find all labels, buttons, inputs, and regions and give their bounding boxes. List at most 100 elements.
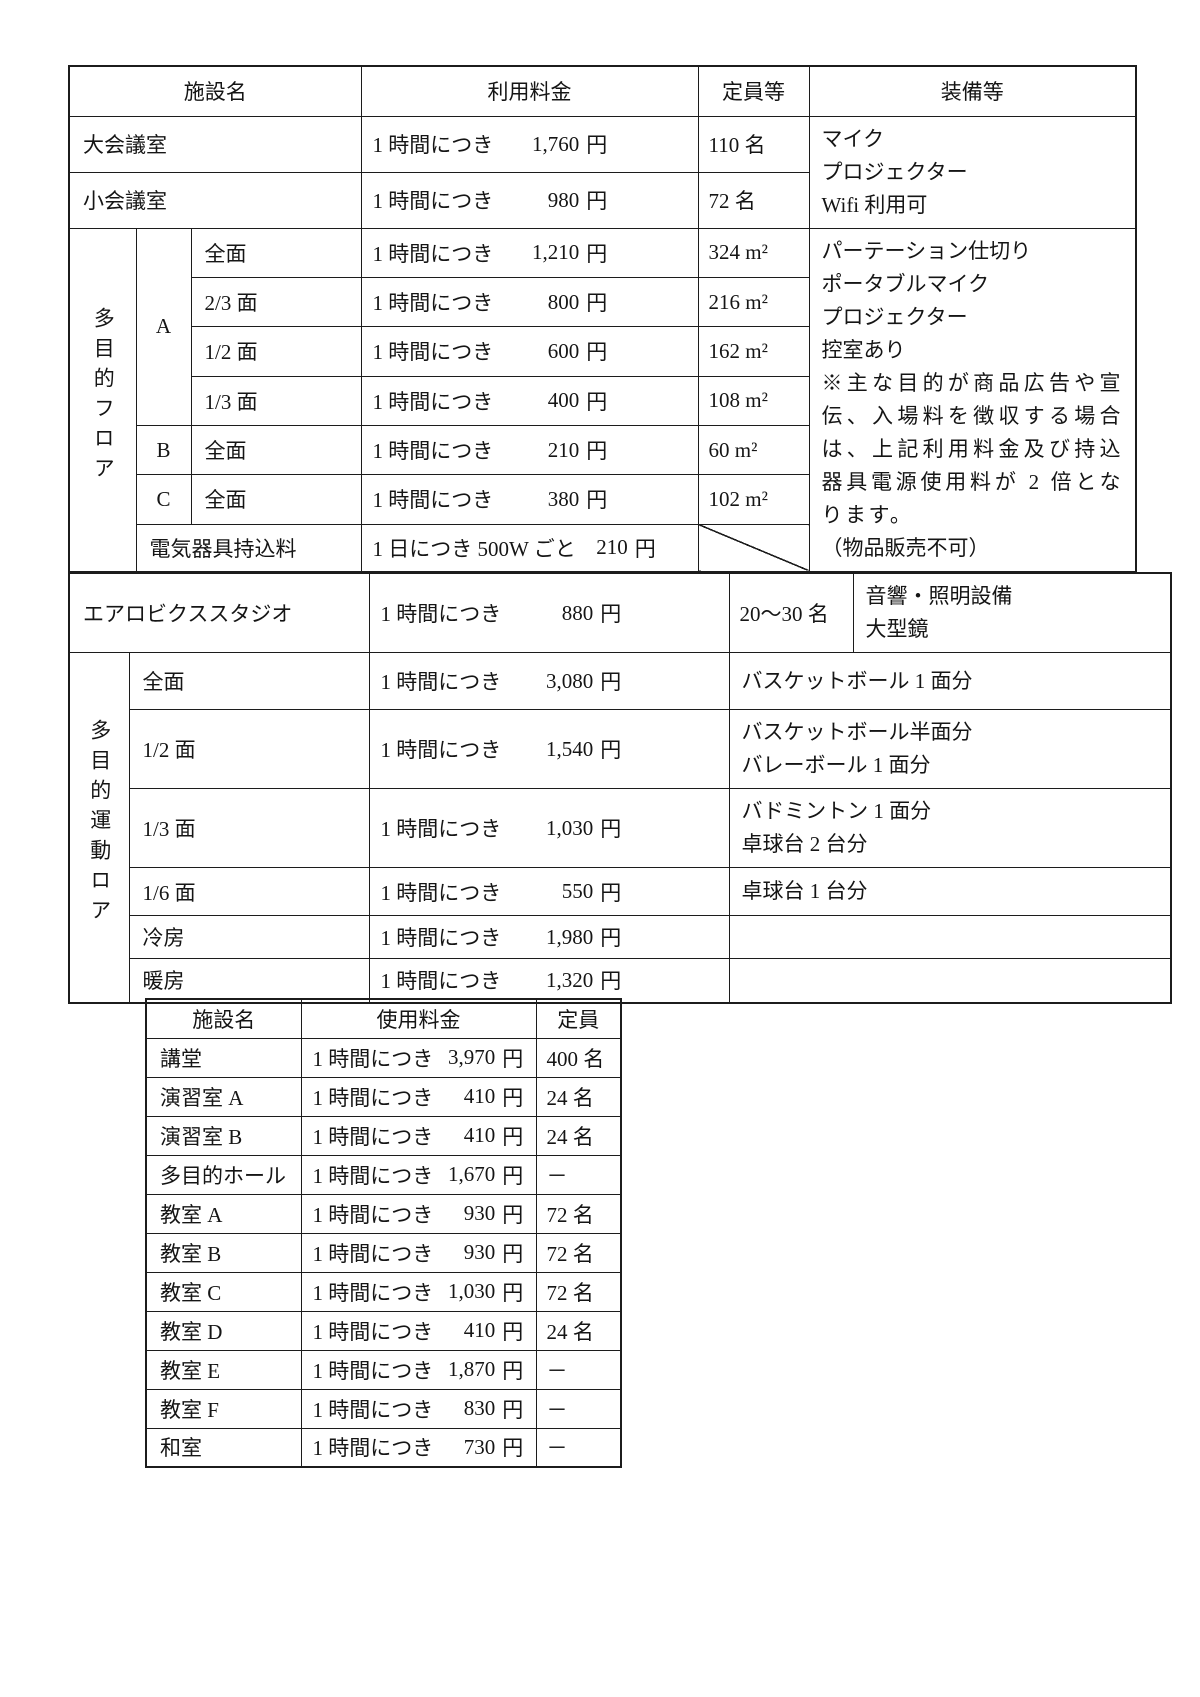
fee-unit: 円	[586, 488, 608, 513]
usage-note-cell	[728, 958, 1172, 1003]
fee-frequency-label: 1 時間につき	[372, 189, 494, 213]
fee-frequency-label: 1 時間につき	[372, 340, 494, 365]
fee-amount: 880	[561, 600, 594, 625]
fee-amount: 1,670	[448, 1162, 496, 1186]
floor-group-label: 多目的フロア	[91, 306, 116, 487]
equipment-cell: パーテーション仕切り ポータブルマイク プロジェクター 控室あり ※主な目的が商…	[808, 227, 1137, 572]
table-row: 1/3 面 1 時間につき 400 円 108 m²	[69, 375, 1136, 426]
fee-frequency-label: 1 時間につき	[380, 738, 502, 762]
fee-frequency-label: 1 時間につき	[372, 133, 494, 157]
equipment-line: プロジェクター	[821, 159, 968, 184]
facility-name-cell: 教室 B	[145, 1232, 302, 1273]
usage-note-line: 卓球台 1 台分	[741, 879, 868, 903]
fee-frequency-label: 1 時間につき	[312, 1163, 434, 1188]
fee-amount: 410	[463, 1318, 496, 1342]
fee-frequency-label: 1 時間につき	[312, 1436, 434, 1461]
facility-fee-table-classrooms: 施設名 使用料金 定員 講堂 1 時間につき 3,970 円 400 名 演習室…	[145, 998, 622, 1468]
usage-note-line: バスケットボール半面分	[741, 720, 973, 744]
capacity-cell: 108 m²	[697, 375, 810, 426]
fee-amount: 930	[463, 1201, 496, 1225]
equipment-line: Wifi 利用可	[821, 192, 928, 217]
facility-name-cell: 教室 E	[145, 1349, 302, 1390]
capacity-cell: －	[535, 1427, 622, 1468]
fee-amount: 410	[463, 1084, 496, 1108]
equipment-line: プロジェクター	[821, 304, 968, 329]
fee-cell: 1 時間につき 410 円	[300, 1115, 537, 1156]
table-row: 演習室 A 1 時間につき 410 円 24 名	[145, 1076, 622, 1117]
table-row: 2/3 面 1 時間につき 800 円 216 m²	[69, 276, 1136, 328]
capacity-cell: 24 名	[535, 1076, 622, 1117]
fee-amount: 830	[463, 1396, 496, 1420]
usage-note-cell: 卓球台 1 台分	[728, 867, 1172, 916]
fee-frequency-label: 1 時間につき	[372, 241, 494, 266]
facility-name-cell: 演習室 B	[145, 1115, 302, 1156]
fee-cell: 1 時間につき 600 円	[360, 326, 699, 377]
fee-cell: 1 時間につき 3,080 円	[368, 652, 730, 710]
capacity-cell: 102 m²	[697, 474, 810, 525]
capacity-cell: 72 名	[535, 1232, 622, 1273]
table-header-row: 施設名 使用料金 定員	[145, 998, 622, 1039]
capacity-cell: 216 m²	[697, 276, 810, 328]
fee-unit: 円	[600, 880, 622, 905]
fee-amount: 930	[463, 1240, 496, 1264]
fee-frequency-label: 1 時間につき	[380, 880, 502, 905]
fee-frequency-label: 1 時間につき	[372, 389, 494, 414]
table-row: エアロビクススタジオ 1 時間につき 880 円 20〜30 名 音響・照明設備…	[68, 572, 1172, 653]
area-cell: 冷房	[128, 915, 370, 959]
capacity-cell: 72 名	[535, 1193, 622, 1234]
capacity-cell: －	[535, 1388, 622, 1429]
fee-cell: 1 時間につき 400 円	[360, 375, 699, 426]
header-capacity: 定員	[535, 998, 622, 1039]
table-row: 多目的ホール 1 時間につき 1,670 円 －	[145, 1154, 622, 1195]
table-row: 多目的運動ロア 全面 1 時間につき 3,080 円 バスケットボール 1 面分	[68, 652, 1172, 1003]
fee-unit: 円	[600, 670, 622, 694]
fee-unit: 円	[600, 738, 622, 762]
facility-name-cell: 講堂	[145, 1037, 302, 1078]
table-row: 教室 C 1 時間につき 1,030 円 72 名	[145, 1271, 622, 1312]
usage-note-cell: バスケットボール半面分 バレーボール 1 面分	[728, 709, 1172, 789]
fee-frequency-label: 1 時間につき	[380, 926, 502, 950]
header-fee: 利用料金	[360, 65, 699, 117]
equipment-line: パーテーション仕切り	[821, 238, 1032, 263]
table-row: 教室 D 1 時間につき 410 円 24 名	[145, 1310, 622, 1351]
table-row: 1/3 面 1 時間につき 1,030 円 バドミントン 1 面分 卓球台 2 …	[69, 788, 1172, 868]
fee-cell: 1 時間につき 1,320 円	[368, 958, 730, 1003]
fee-unit: 円	[502, 1436, 524, 1461]
fee-cell: 1 時間につき 410 円	[300, 1076, 537, 1117]
capacity-cell: 110 名	[697, 115, 810, 173]
fee-amount: 210	[596, 535, 628, 560]
fee-cell: 1 時間につき 410 円	[300, 1310, 537, 1351]
capacity-cell: 60 m²	[697, 424, 810, 476]
table-row: C 全面 1 時間につき 380 円 102 m²	[69, 474, 1136, 525]
table-row: 教室 E 1 時間につき 1,870 円 －	[145, 1349, 622, 1390]
fee-amount: 1,210	[532, 240, 580, 265]
facility-name-cell: 教室 C	[145, 1271, 302, 1312]
fee-cell: 1 時間につき 1,870 円	[300, 1349, 537, 1390]
fee-amount: 1,870	[448, 1357, 496, 1381]
area-cell: 1/3 面	[190, 375, 362, 426]
fee-amount: 3,970	[448, 1045, 496, 1069]
fee-amount: 980	[547, 187, 580, 212]
fee-cell: 1 時間につき 1,030 円	[300, 1271, 537, 1312]
fee-frequency-label: 1 時間につき	[312, 1046, 434, 1071]
fee-amount: 400	[547, 388, 580, 413]
equipment-line: 控室あり	[821, 337, 906, 362]
fee-unit: 円	[586, 439, 608, 464]
table-row: 暖房 1 時間につき 1,320 円	[69, 958, 1172, 1003]
fee-cell: 1 時間につき 550 円	[368, 867, 730, 916]
equipment-line: ポータブルマイク	[821, 271, 990, 296]
fee-unit: 円	[634, 536, 656, 561]
fee-amount: 410	[463, 1123, 496, 1147]
table-row: 1/6 面 1 時間につき 550 円 卓球台 1 台分	[69, 867, 1172, 916]
facility-fee-table-main: 施設名 利用料金 定員等 装備等 大会議室 1 時間につき 1,760 円 11…	[68, 65, 1137, 573]
equipment-cell: 音響・照明設備 大型鏡	[852, 572, 1172, 653]
fee-unit: 円	[502, 1124, 524, 1149]
capacity-cell: 72 名	[697, 171, 810, 229]
area-cell: 1/6 面	[128, 867, 370, 916]
equipment-line: 音響・照明設備	[865, 584, 1013, 608]
area-cell: 全面	[190, 424, 362, 476]
fee-amount: 550	[561, 879, 594, 903]
fee-frequency-label: 1 時間につき	[372, 291, 494, 316]
facility-name-cell: 教室 A	[145, 1193, 302, 1234]
